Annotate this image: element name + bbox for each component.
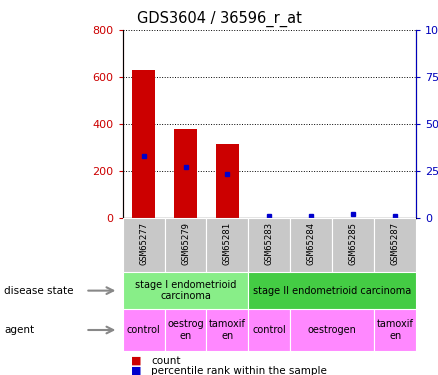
Text: GSM65279: GSM65279: [181, 222, 190, 265]
Text: GSM65283: GSM65283: [265, 222, 274, 265]
Text: stage II endometrioid carcinoma: stage II endometrioid carcinoma: [253, 286, 411, 296]
Bar: [206, 309, 248, 351]
Text: GSM65285: GSM65285: [349, 222, 358, 265]
Text: GSM65277: GSM65277: [139, 222, 148, 265]
Text: GDS3604 / 36596_r_at: GDS3604 / 36596_r_at: [137, 11, 301, 27]
Text: tamoxif
en: tamoxif en: [377, 319, 413, 341]
Text: control: control: [127, 325, 160, 335]
Bar: [374, 217, 416, 272]
Bar: [165, 309, 206, 351]
Bar: [165, 217, 206, 272]
Bar: [248, 272, 416, 309]
Text: tamoxif
en: tamoxif en: [209, 319, 246, 341]
Text: percentile rank within the sample: percentile rank within the sample: [151, 366, 327, 375]
Text: ■: ■: [131, 366, 142, 375]
Text: GSM65284: GSM65284: [307, 222, 316, 265]
Text: count: count: [151, 356, 180, 366]
Bar: [248, 309, 290, 351]
Bar: [374, 309, 416, 351]
Bar: [206, 217, 248, 272]
Text: GSM65287: GSM65287: [391, 222, 399, 265]
Text: stage I endometrioid
carcinoma: stage I endometrioid carcinoma: [135, 280, 236, 302]
Text: oestrogen: oestrogen: [308, 325, 357, 335]
Bar: [290, 309, 374, 351]
Bar: [123, 217, 165, 272]
Bar: [123, 309, 165, 351]
Bar: [290, 217, 332, 272]
Text: disease state: disease state: [4, 286, 74, 296]
Text: ■: ■: [131, 356, 142, 366]
Text: GSM65281: GSM65281: [223, 222, 232, 265]
Bar: [332, 217, 374, 272]
Bar: [123, 272, 248, 309]
Bar: [216, 144, 239, 218]
Bar: [132, 70, 155, 217]
Bar: [174, 129, 197, 218]
Text: oestrog
en: oestrog en: [167, 319, 204, 341]
Text: control: control: [252, 325, 286, 335]
Bar: [248, 217, 290, 272]
Text: agent: agent: [4, 325, 35, 335]
